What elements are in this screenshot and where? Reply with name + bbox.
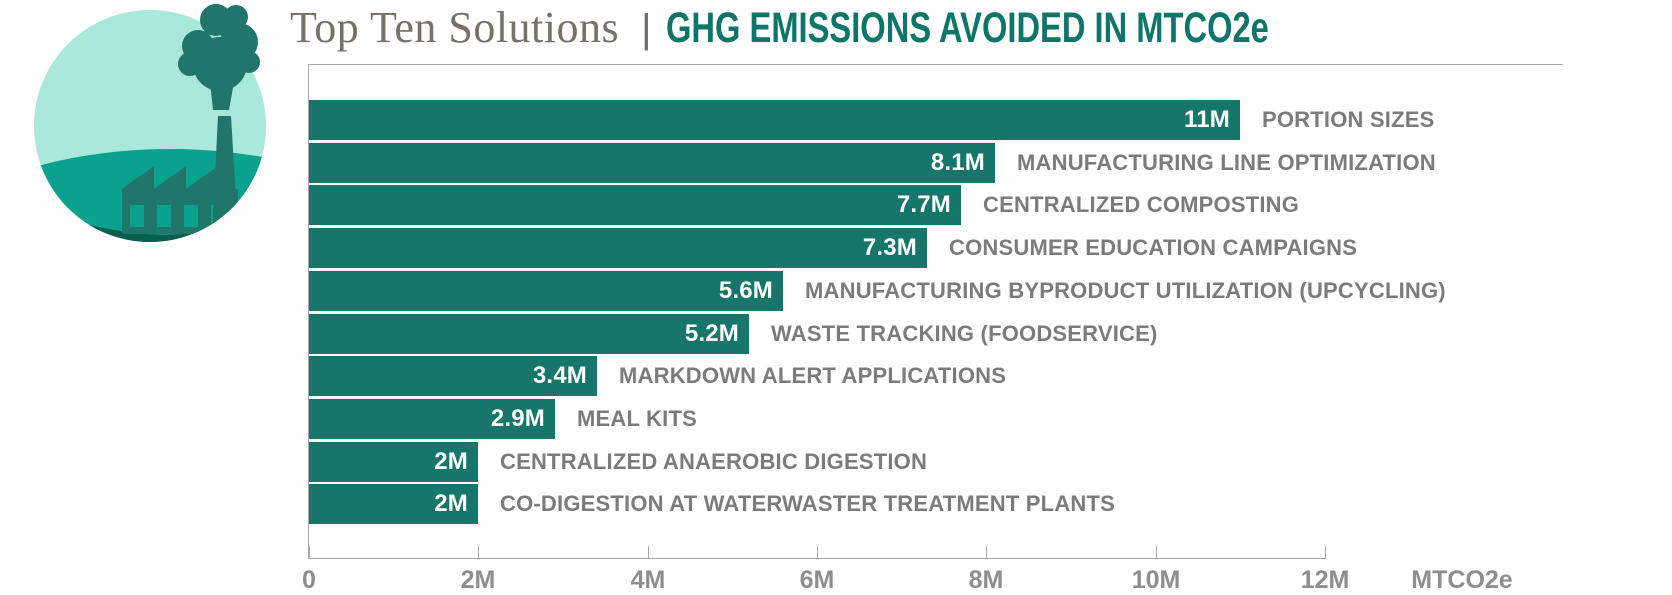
chart-title-serif: Top Ten Solutions (290, 3, 620, 52)
bar-row: 5.2M WASTE TRACKING (FOODSERVICE) (309, 314, 1563, 354)
factory-emissions-icon (30, 2, 270, 246)
axis-tick-label: 2M (460, 566, 496, 594)
bar-category-label: MANUFACTURING LINE OPTIMIZATION (1017, 150, 1436, 175)
bar-row: 2M CENTRALIZED ANAEROBIC DIGESTION (309, 442, 1563, 482)
bar: 5.2M (309, 314, 749, 354)
bar-value-label: 5.6M (718, 277, 773, 304)
bar-row: 7.3M CONSUMER EDUCATION CAMPAIGNS (309, 228, 1563, 268)
title-separator: | (641, 7, 652, 51)
bar-category-label: CONSUMER EDUCATION CAMPAIGNS (949, 235, 1358, 260)
bar-row: 3.4M MARKDOWN ALERT APPLICATIONS (309, 356, 1563, 396)
bar-category-label: CENTRALIZED ANAEROBIC DIGESTION (500, 449, 928, 474)
bar-row: 11M PORTION SIZES (309, 100, 1563, 140)
bar-row: 8.1M MANUFACTURING LINE OPTIMIZATION (309, 143, 1563, 183)
axis-tick (817, 546, 818, 559)
bar: 2M (309, 442, 478, 482)
bar-value-label: 2.9M (490, 405, 545, 432)
axis-tick-label: 10M (1131, 566, 1181, 594)
bar: 2.9M (309, 399, 555, 439)
axis-tick-label: 0 (302, 566, 316, 594)
axis-tick-label: 4M (630, 566, 666, 594)
bar: 2M (309, 484, 478, 524)
icon-smoke-plume (178, 4, 260, 110)
bar-value-label: 3.4M (532, 362, 587, 389)
icon-factory-window (157, 205, 171, 227)
bar-value-label: 2M (434, 448, 468, 475)
bar-row: 5.6M MANUFACTURING BYPRODUCT UTILIZATION … (309, 271, 1563, 311)
axis-tick (986, 546, 987, 559)
axis-unit-label: MTCO2e (1411, 566, 1513, 594)
bar-category-label: CENTRALIZED COMPOSTING (983, 192, 1300, 217)
axis-tick-label: 12M (1300, 566, 1350, 594)
bar-value-label: 7.3M (862, 234, 917, 261)
bar-category-label: CO-DIGESTION AT WATERWASTER TREATMENT PL… (500, 491, 1116, 516)
bar-value-label: 7.7M (896, 191, 951, 218)
bar: 7.3M (309, 228, 927, 268)
axis-tick (648, 546, 649, 559)
bar: 7.7M (309, 185, 961, 225)
axis-tick (478, 546, 479, 559)
axis-tick (1156, 546, 1157, 559)
bar-value-label: 5.2M (684, 320, 739, 347)
bar: 8.1M (309, 143, 995, 183)
bar: 5.6M (309, 271, 783, 311)
bar-row: 2.9M MEAL KITS (309, 399, 1563, 439)
x-axis: 0 2M 4M 6M 8M 10M 12M MTCO2e (302, 546, 1513, 594)
axis-tick (1325, 546, 1326, 559)
bar-category-label: PORTION SIZES (1262, 107, 1435, 132)
bar-value-label: 8.1M (930, 149, 985, 176)
icon-chimney-notch (215, 109, 234, 115)
factory-emissions-icon-svg (34, 4, 266, 242)
axis-tick-label: 8M (968, 566, 1004, 594)
plot-area: 0 2M 4M 6M 8M 10M 12M MTCO2e 11M PORTION SIZES 8.… (302, 64, 1563, 594)
bar-row: 7.7M CENTRALIZED COMPOSTING (309, 185, 1563, 225)
icon-factory-building (122, 166, 238, 234)
icon-chimney (212, 116, 238, 234)
bar-category-label: MANUFACTURING BYPRODUCT UTILIZATION (UPC… (805, 278, 1446, 303)
chart-title-bold: GHG EMISSIONS AVOIDED IN MTCO2e (665, 4, 1269, 52)
chart-header: Top Ten Solutions | GHG EMISSIONS AVOIDE… (290, 2, 1459, 53)
bar: 11M (309, 100, 1240, 140)
bar-category-label: MARKDOWN ALERT APPLICATIONS (619, 363, 1007, 388)
bar-value-label: 11M (1184, 106, 1230, 133)
axis-tick-label: 6M (799, 566, 835, 594)
bar-category-label: WASTE TRACKING (FOODSERVICE) (771, 321, 1158, 346)
axis-tick (309, 546, 310, 559)
icon-factory-window (184, 205, 198, 227)
bar-value-label: 2M (434, 490, 468, 517)
bar: 3.4M (309, 356, 597, 396)
icon-factory-window (130, 205, 144, 227)
bar-category-label: MEAL KITS (577, 406, 697, 431)
bar-row: 2M CO-DIGESTION AT WATERWASTER TREATMENT … (309, 484, 1563, 524)
